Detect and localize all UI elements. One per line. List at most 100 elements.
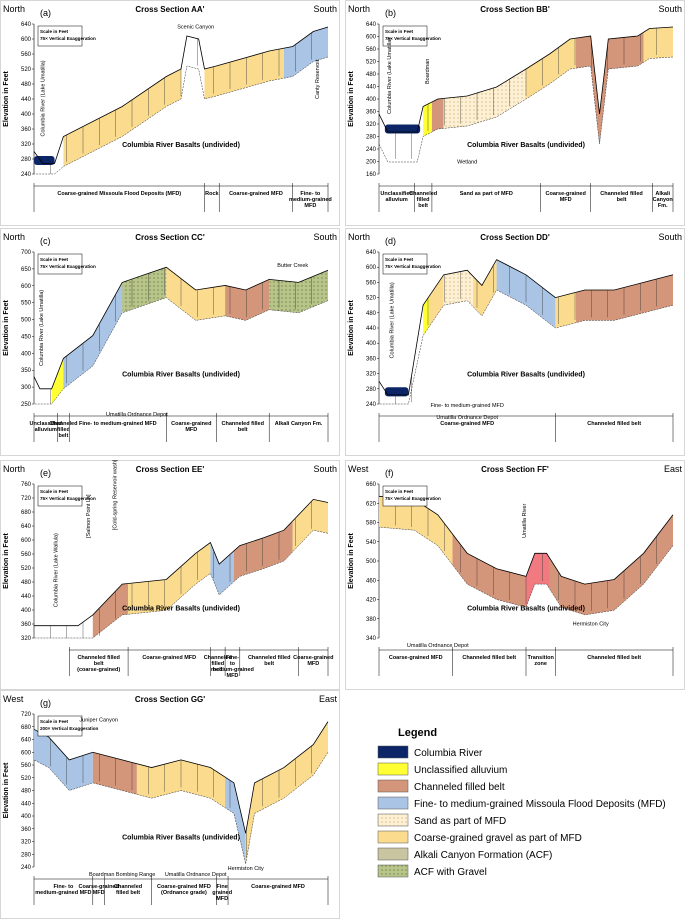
y-tick-label: 600 bbox=[21, 538, 32, 544]
y-tick-label: 680 bbox=[21, 725, 32, 731]
panel-title: Cross Section BB' bbox=[480, 5, 550, 14]
deposit-unit bbox=[431, 98, 444, 132]
deposit-unit bbox=[423, 101, 432, 137]
legend-swatch bbox=[377, 779, 409, 793]
legend-label: Columbia River bbox=[414, 748, 483, 759]
annotation: [Salmon Point Ln] bbox=[86, 494, 92, 538]
y-tick-label: 360 bbox=[21, 127, 32, 133]
deposit-base bbox=[378, 526, 674, 616]
y-tick-label: 720 bbox=[21, 712, 32, 718]
ground-surface bbox=[378, 26, 674, 133]
y-tick-label: 600 bbox=[21, 284, 32, 290]
unit-label: Sand as part of MFD bbox=[460, 191, 513, 197]
legend-label: Fine- to medium-grained Missoula Flood D… bbox=[414, 799, 666, 810]
panel-label: (f) bbox=[385, 468, 394, 478]
unit-label: Fine- to medium-grained MFD bbox=[289, 191, 332, 209]
y-tick-label: 440 bbox=[366, 85, 377, 91]
deposit-unit bbox=[225, 279, 270, 321]
legend-swatch bbox=[377, 847, 409, 861]
bedrock-label: Columbia River Basalts (undivided) bbox=[467, 372, 585, 379]
direction-left: West bbox=[3, 694, 24, 704]
unit-label: Coarse-grained Missoula Flood Deposits (… bbox=[57, 191, 181, 197]
y-tick-label: 280 bbox=[366, 387, 377, 393]
scale-text: Scale in Feet bbox=[385, 257, 414, 262]
deposit-unit bbox=[443, 69, 526, 129]
cross-section: (e) Cross Section EE' North South Elevation … bbox=[0, 459, 340, 690]
legend-label: Alkali Canyon Formation (ACF) bbox=[414, 850, 552, 861]
scale-text: 75× Vertical Exaggeration bbox=[40, 36, 96, 41]
legend-title: Legend bbox=[398, 727, 437, 739]
deposit-unit bbox=[51, 358, 64, 404]
legend-swatch bbox=[377, 745, 409, 759]
bedrock-label: Columbia River Basalts (undivided) bbox=[122, 605, 240, 612]
y-tick-label: 640 bbox=[21, 22, 32, 28]
scale-box bbox=[37, 715, 83, 737]
deposit-unit bbox=[245, 721, 328, 864]
unit-label: Channeled filled belt bbox=[587, 655, 641, 661]
panel-label: (a) bbox=[40, 8, 51, 18]
annotation: Wetland bbox=[457, 160, 477, 166]
y-tick-label: 480 bbox=[366, 311, 377, 317]
unit-label: Fine- to medium-grained MFD bbox=[79, 421, 157, 427]
unit-label: Coarse-grained MFD bbox=[79, 884, 119, 896]
panel-title: Cross Section GG' bbox=[135, 695, 205, 704]
y-tick-label: 240 bbox=[366, 402, 377, 408]
unit-label: Coarse-grained MFD bbox=[389, 655, 443, 661]
unit-label: Channeled filled belt bbox=[409, 191, 437, 209]
legend-swatch bbox=[377, 864, 409, 878]
scale-text: Scale in Feet bbox=[40, 257, 69, 262]
direction-left: North bbox=[3, 4, 25, 14]
cross-section: (c) Cross Section CC' North South Elevation … bbox=[0, 228, 340, 456]
annotation: Columbia River (Lake Umatilla) bbox=[387, 38, 393, 114]
deposit-base bbox=[379, 289, 674, 405]
y-tick-label: 500 bbox=[366, 559, 377, 565]
unit-label: Channeled filled belt bbox=[600, 191, 642, 203]
deposit-unit bbox=[428, 274, 444, 327]
legend-label: Channeled filled belt bbox=[414, 782, 505, 793]
y-tick-label: 320 bbox=[21, 840, 32, 846]
y-tick-label: 440 bbox=[21, 97, 32, 103]
scale-text: 75× Vertical Exaggeration bbox=[385, 36, 441, 41]
ground-surface bbox=[34, 498, 329, 627]
deposit-unit bbox=[34, 729, 93, 791]
legend-label: Unclassified alluvium bbox=[414, 765, 507, 776]
ground-surface bbox=[33, 26, 329, 164]
y-tick-label: 480 bbox=[21, 82, 32, 88]
unit-label: Coarse-grained MFD (Ordnance grade) bbox=[157, 884, 211, 896]
direction-right: South bbox=[313, 464, 337, 474]
deposit-base bbox=[33, 752, 329, 864]
y-tick-label: 480 bbox=[21, 580, 32, 586]
panel-title: Cross Section EE' bbox=[136, 465, 205, 474]
y-tick-label: 320 bbox=[21, 142, 32, 148]
scale-text: Scale in Feet bbox=[40, 719, 69, 724]
panel-label: (d) bbox=[385, 236, 396, 246]
scale-text: 200× Vertical Exaggeration bbox=[40, 726, 99, 731]
annotation: Umatilla Ordnance Depot bbox=[165, 872, 227, 878]
deposit-base bbox=[378, 56, 674, 163]
legend-label: Sand as part of MFD bbox=[414, 816, 506, 827]
deposit-unit bbox=[443, 270, 474, 307]
panel-frame bbox=[0, 0, 340, 226]
direction-right: South bbox=[658, 4, 682, 14]
direction-left: West bbox=[348, 464, 369, 474]
scale-box bbox=[382, 485, 428, 507]
y-tick-label: 540 bbox=[366, 540, 377, 546]
y-axis-label: Elevation in Feet bbox=[348, 71, 355, 127]
y-axis-label: Elevation in Feet bbox=[3, 533, 10, 589]
y-axis-label: Elevation in Feet bbox=[3, 300, 10, 356]
y-tick-label: 620 bbox=[366, 501, 377, 507]
y-tick-label: 450 bbox=[21, 334, 32, 340]
y-tick-label: 400 bbox=[21, 814, 32, 820]
direction-left: North bbox=[3, 232, 25, 242]
deposit-unit bbox=[452, 534, 526, 608]
cross-section: (a) Cross Section AA' North South Elevation … bbox=[0, 0, 340, 226]
river bbox=[384, 387, 409, 397]
annotation: Columbia River (Lake Wallula) bbox=[54, 533, 60, 607]
y-tick-label: 640 bbox=[366, 22, 377, 28]
y-tick-label: 520 bbox=[21, 566, 32, 572]
y-tick-label: 600 bbox=[21, 750, 32, 756]
y-tick-label: 360 bbox=[21, 622, 32, 628]
unit-label: Fine- to medium-grained MFD bbox=[35, 884, 91, 896]
direction-right: South bbox=[313, 4, 337, 14]
y-tick-label: 200 bbox=[366, 160, 377, 166]
